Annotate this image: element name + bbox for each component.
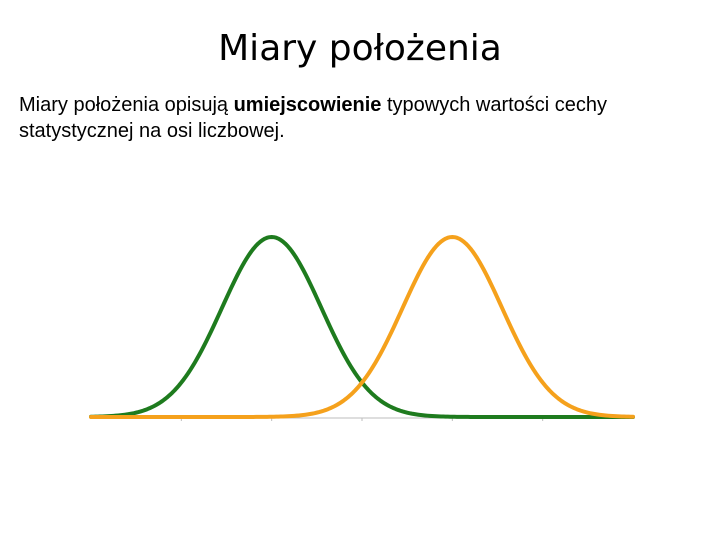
slide-body-text: Miary położenia opisują umiejscowienie t… [19,92,699,144]
body-text-emphasis: umiejscowienie [233,94,382,116]
body-text-end: typowych wartości cechy statystycznej na… [19,94,608,142]
slide-title: Miary położenia [218,28,502,69]
body-text-start: Miary położenia opisują [19,94,234,116]
distribution-curve-2 [89,235,635,419]
